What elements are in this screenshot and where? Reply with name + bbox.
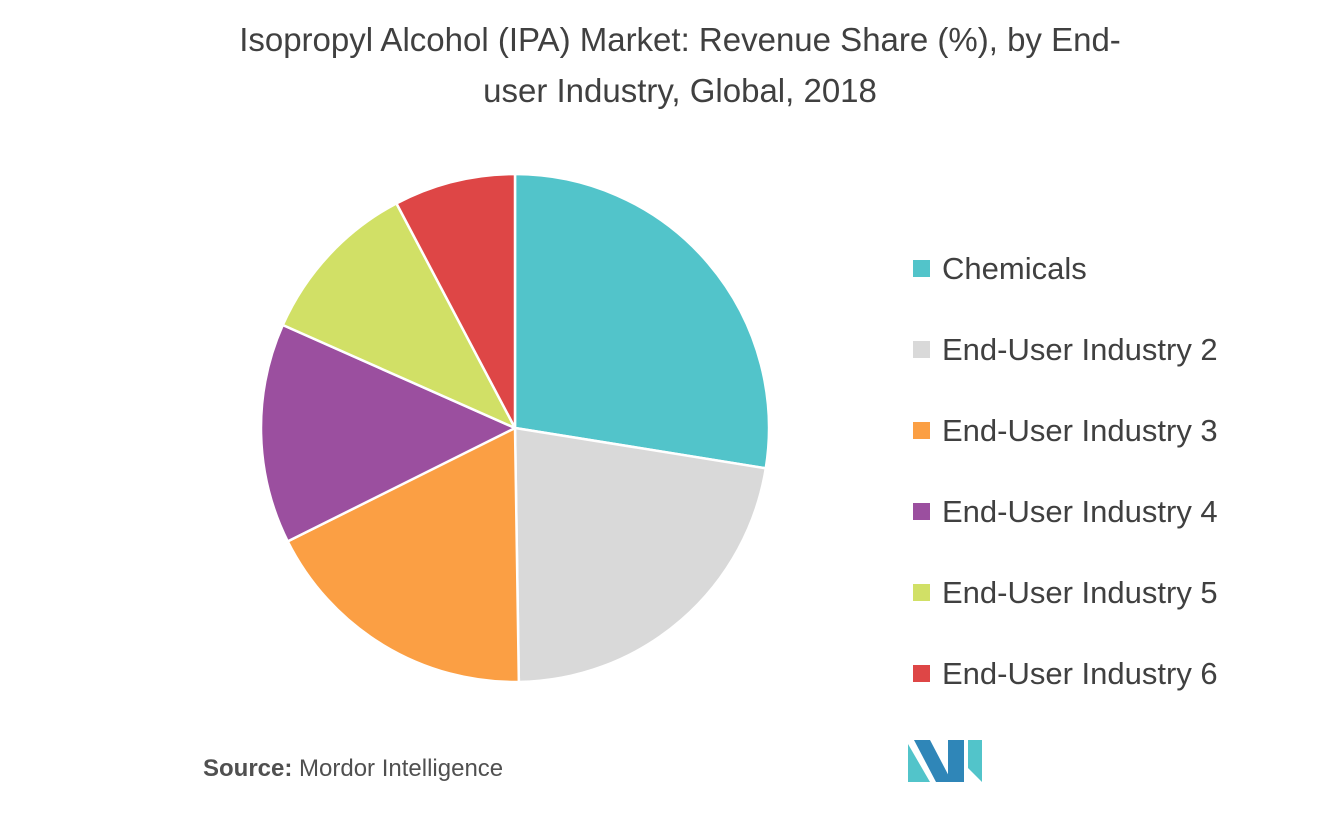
- pie-slice-5: [281, 202, 517, 430]
- source-text: Mordor Intelligence: [299, 755, 504, 782]
- legend-label: End-User Industry 4: [942, 493, 1218, 529]
- pie-slice-6: [395, 172, 517, 430]
- legend-swatch: [913, 260, 930, 277]
- legend-item-1: Chemicals: [913, 228, 1218, 309]
- legend-swatch: [913, 341, 930, 358]
- legend-item-6: End-User Industry 6: [913, 633, 1218, 714]
- legend-label: Chemicals: [942, 250, 1087, 286]
- pie-chart: [259, 172, 771, 684]
- legend-label: End-User Industry 2: [942, 331, 1218, 367]
- pie-slice-3: [286, 426, 521, 684]
- source-label: Source:: [203, 755, 293, 782]
- chart-legend: Chemicals End-User Industry 2 End-User Ind…: [913, 228, 1218, 714]
- chart-title-line-1: Isopropyl Alcohol (IPA) Market: Revenue …: [239, 21, 1121, 58]
- legend-item-2: End-User Industry 2: [913, 309, 1218, 390]
- pie-slice-1: [513, 172, 771, 470]
- chart-title-line-2: user Industry, Global, 2018: [483, 72, 877, 109]
- legend-swatch: [913, 584, 930, 601]
- pie-slice-4: [259, 323, 517, 543]
- chart-title: Isopropyl Alcohol (IPA) Market: Revenue …: [120, 14, 1240, 116]
- legend-label: End-User Industry 3: [942, 412, 1218, 448]
- source-note: Source: Mordor Intelligence: [203, 755, 503, 783]
- legend-item-4: End-User Industry 4: [913, 471, 1218, 552]
- legend-swatch: [913, 503, 930, 520]
- legend-swatch: [913, 665, 930, 682]
- legend-label: End-User Industry 6: [942, 655, 1218, 691]
- pie-slice-2: [513, 426, 768, 684]
- mordor-intelligence-logo-icon: [908, 740, 982, 782]
- legend-swatch: [913, 422, 930, 439]
- legend-item-3: End-User Industry 3: [913, 390, 1218, 471]
- legend-label: End-User Industry 5: [942, 574, 1218, 610]
- legend-item-5: End-User Industry 5: [913, 552, 1218, 633]
